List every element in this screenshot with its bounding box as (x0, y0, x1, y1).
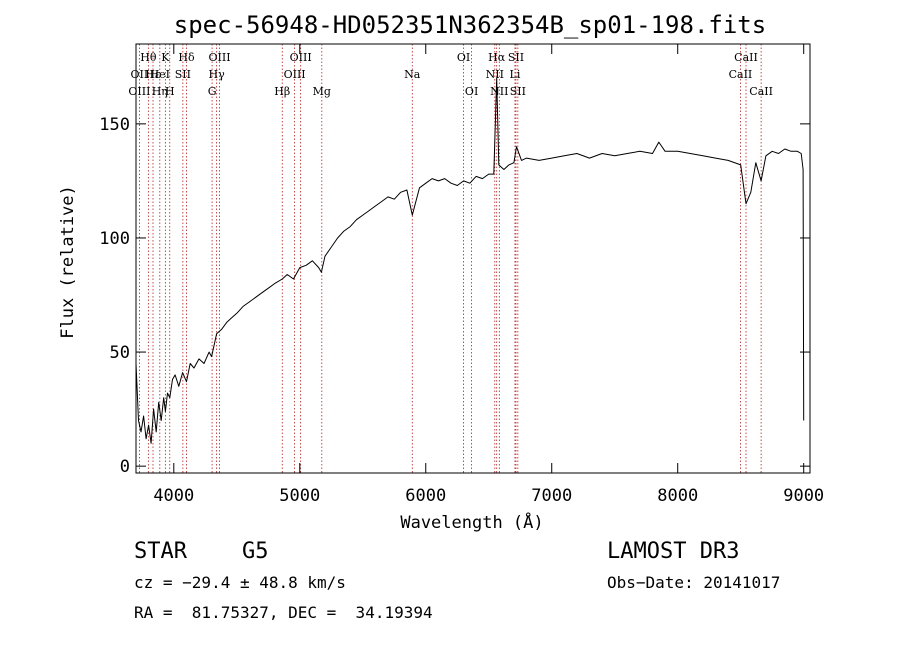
y-tick-label: 50 (110, 343, 130, 363)
line-marker-label: CaII (729, 68, 753, 81)
x-tick-label: 8000 (657, 486, 698, 506)
x-axis-label: Wavelength (Å) (400, 511, 543, 533)
line-marker-label: SII (175, 68, 191, 81)
y-axis-label: Flux (relative) (58, 185, 78, 339)
y-tick-label: 100 (99, 229, 130, 249)
line-marker-label: OIII (128, 85, 150, 98)
x-tick-label: 5000 (279, 486, 320, 506)
line-marker-label: NII (486, 68, 504, 81)
spectrum-series (135, 77, 805, 444)
line-marker-labels: Hθ OII OIII Hε Hη K HeI H Hδ SII OIII Hγ G OIII OIII Hβ… (128, 51, 773, 98)
redshift-value: cz = −29.4 ± 48.8 km/s (134, 573, 346, 592)
line-marker-label: Na (404, 68, 421, 81)
x-tick-label: 4000 (153, 486, 194, 506)
line-marker-label: Hη (152, 85, 168, 98)
survey-name: LAMOST DR3 (607, 539, 740, 564)
line-marker-label: Li (510, 68, 521, 81)
coordinates: RA = 81.75327, DEC = 34.19394 (134, 603, 433, 622)
line-marker-label: NII (490, 85, 508, 98)
x-tick-label: 9000 (783, 486, 824, 506)
obs-date: Obs−Date: 20141017 (607, 573, 781, 592)
line-marker-label: Hβ (274, 85, 290, 98)
line-marker-label: SII (510, 85, 526, 98)
line-marker-label: Hε (145, 68, 161, 81)
object-class: STAR (134, 539, 187, 564)
chart-title: spec-56948-HD052351N362354B_sp01-198.fit… (174, 11, 766, 39)
line-marker-label: OI (465, 85, 478, 98)
axes: 4000 5000 6000 7000 8000 9000 0 50 100 150 (99, 44, 824, 506)
line-marker-label: G (208, 85, 217, 98)
line-marker-label: OIII (290, 51, 312, 64)
line-markers (139, 44, 762, 473)
y-tick-label: 150 (99, 115, 130, 135)
line-marker-label: OIII (284, 68, 306, 81)
line-marker-label: CaII (749, 85, 773, 98)
x-tick-label: 7000 (531, 486, 572, 506)
line-marker-label: OII (131, 68, 149, 81)
line-marker-label: Hα (488, 51, 506, 64)
line-marker-label: Hδ (178, 51, 195, 64)
line-marker-label: HeI (150, 68, 170, 81)
object-subclass: G5 (242, 539, 269, 564)
line-marker-label: Hγ (209, 68, 226, 81)
x-tick-label: 6000 (405, 486, 446, 506)
line-marker-label: Hθ (140, 51, 157, 64)
plot-frame (135, 43, 811, 474)
line-marker-label: OIII (208, 51, 230, 64)
spectrum-line (135, 77, 805, 444)
line-marker-label: SII (508, 51, 524, 64)
line-marker-label: Mg (313, 85, 331, 98)
line-marker-label: CaII (734, 51, 758, 64)
y-tick-label: 0 (120, 457, 130, 477)
line-marker-label: OI (457, 51, 470, 64)
line-marker-label: H (165, 85, 175, 98)
line-marker-label: K (161, 51, 170, 64)
